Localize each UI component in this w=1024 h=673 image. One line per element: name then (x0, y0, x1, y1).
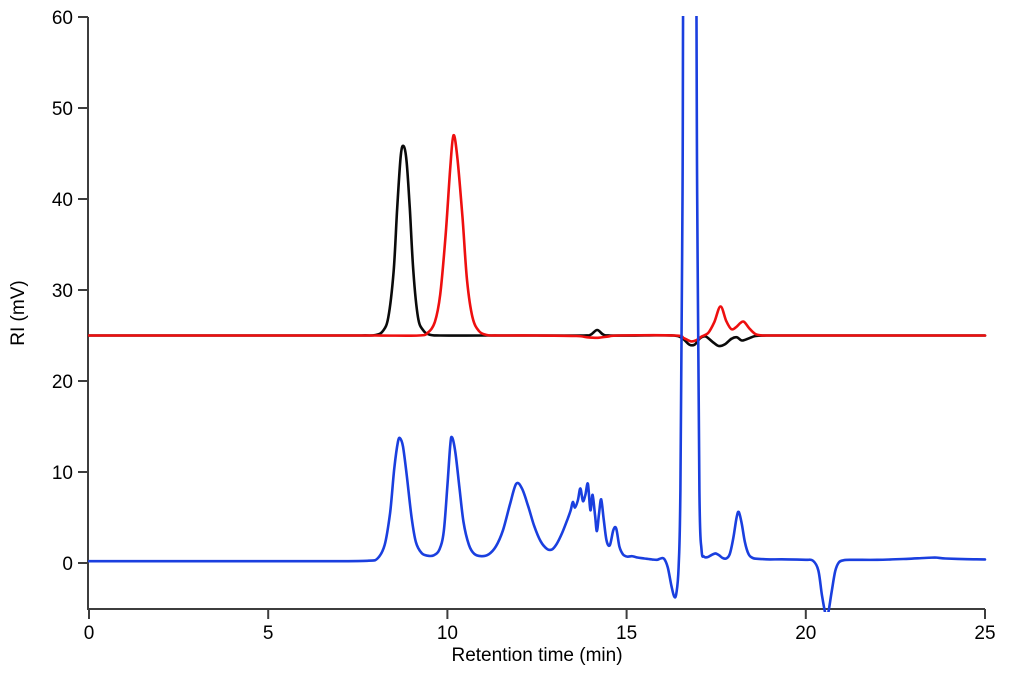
x-tick-label: 25 (974, 623, 995, 644)
x-tick-label: 5 (263, 623, 274, 644)
y-tick-label: 0 (62, 554, 73, 575)
x-tick-label: 0 (84, 623, 95, 644)
y-tick-label: 50 (52, 99, 73, 120)
x-axis-title: Retention time (min) (451, 645, 622, 666)
y-tick-label: 60 (52, 8, 73, 29)
y-tick-label: 10 (52, 463, 73, 484)
x-tick-label: 20 (795, 623, 816, 644)
x-axis-ticks: 0 5 10 15 20 25 (84, 609, 996, 644)
y-axis-ticks: 0 10 20 30 40 50 60 (52, 8, 88, 575)
y-axis-title: RI (mV) (8, 280, 29, 345)
x-tick-label: 15 (616, 623, 637, 644)
x-tick-label: 10 (437, 623, 458, 644)
red-trace (88, 133, 987, 343)
y-tick-label: 30 (52, 281, 73, 302)
blue-trace (88, 16, 987, 612)
y-tick-label: 20 (52, 372, 73, 393)
trace-group (88, 16, 987, 612)
black-trace (88, 144, 987, 348)
y-tick-label: 40 (52, 190, 73, 211)
